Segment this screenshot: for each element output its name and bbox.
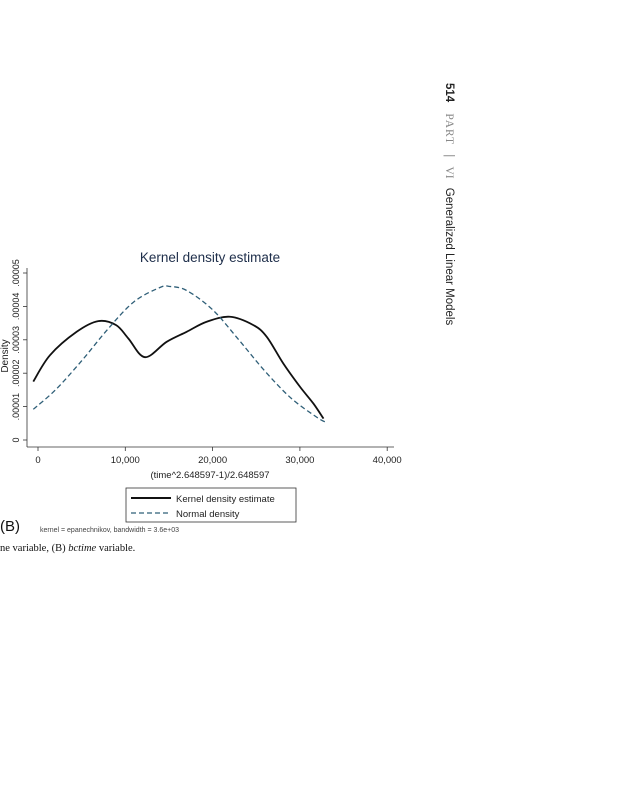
x-tick-label: 40,000 <box>373 455 402 466</box>
legend-label-normal: Normal density <box>176 509 240 520</box>
separator: | <box>443 154 455 158</box>
page-number: 514 <box>443 83 455 103</box>
y-tick-label: .00001 <box>11 393 21 421</box>
legend: Kernel density estimate Normal density <box>125 487 297 523</box>
x-tick-label: 30,000 <box>285 455 314 466</box>
x-tick-label: 0 <box>35 455 40 466</box>
caption-suffix: variable. <box>96 543 136 554</box>
y-axis-label: Density <box>0 339 11 372</box>
y-tick-label: .00004 <box>11 293 21 321</box>
x-tick-label: 10,000 <box>111 455 140 466</box>
caption-italic: bctime <box>68 543 97 554</box>
y-tick-label: .00003 <box>11 326 21 354</box>
y-tick-label: 0 <box>11 437 21 442</box>
y-tick-label: .00005 <box>11 259 21 287</box>
running-head: 514 PART | VI Generalized Linear Models <box>443 83 455 325</box>
x-tick-label: 20,000 <box>198 455 227 466</box>
chapter-title: Generalized Linear Models <box>443 187 455 326</box>
x-axis-label: (time^2.648597-1)/2.648597 <box>150 470 269 481</box>
chart-title: Kernel density estimate <box>140 250 280 265</box>
y-tick-label: .00002 <box>11 359 21 387</box>
panel-label: (B) <box>0 518 20 535</box>
legend-label-kernel: Kernel density estimate <box>176 494 275 505</box>
kernel-note: kernel = epanechnikov, bandwidth = 3.6e+… <box>40 527 180 534</box>
caption-prefix: ne variable, (B) <box>0 543 69 554</box>
normal-density-line <box>32 285 327 423</box>
kernel-density-line <box>32 315 325 420</box>
part-label: PART <box>443 113 455 146</box>
part-number: VI <box>443 166 455 179</box>
figure-caption: ne variable, (B) bctime variable. <box>0 543 135 554</box>
